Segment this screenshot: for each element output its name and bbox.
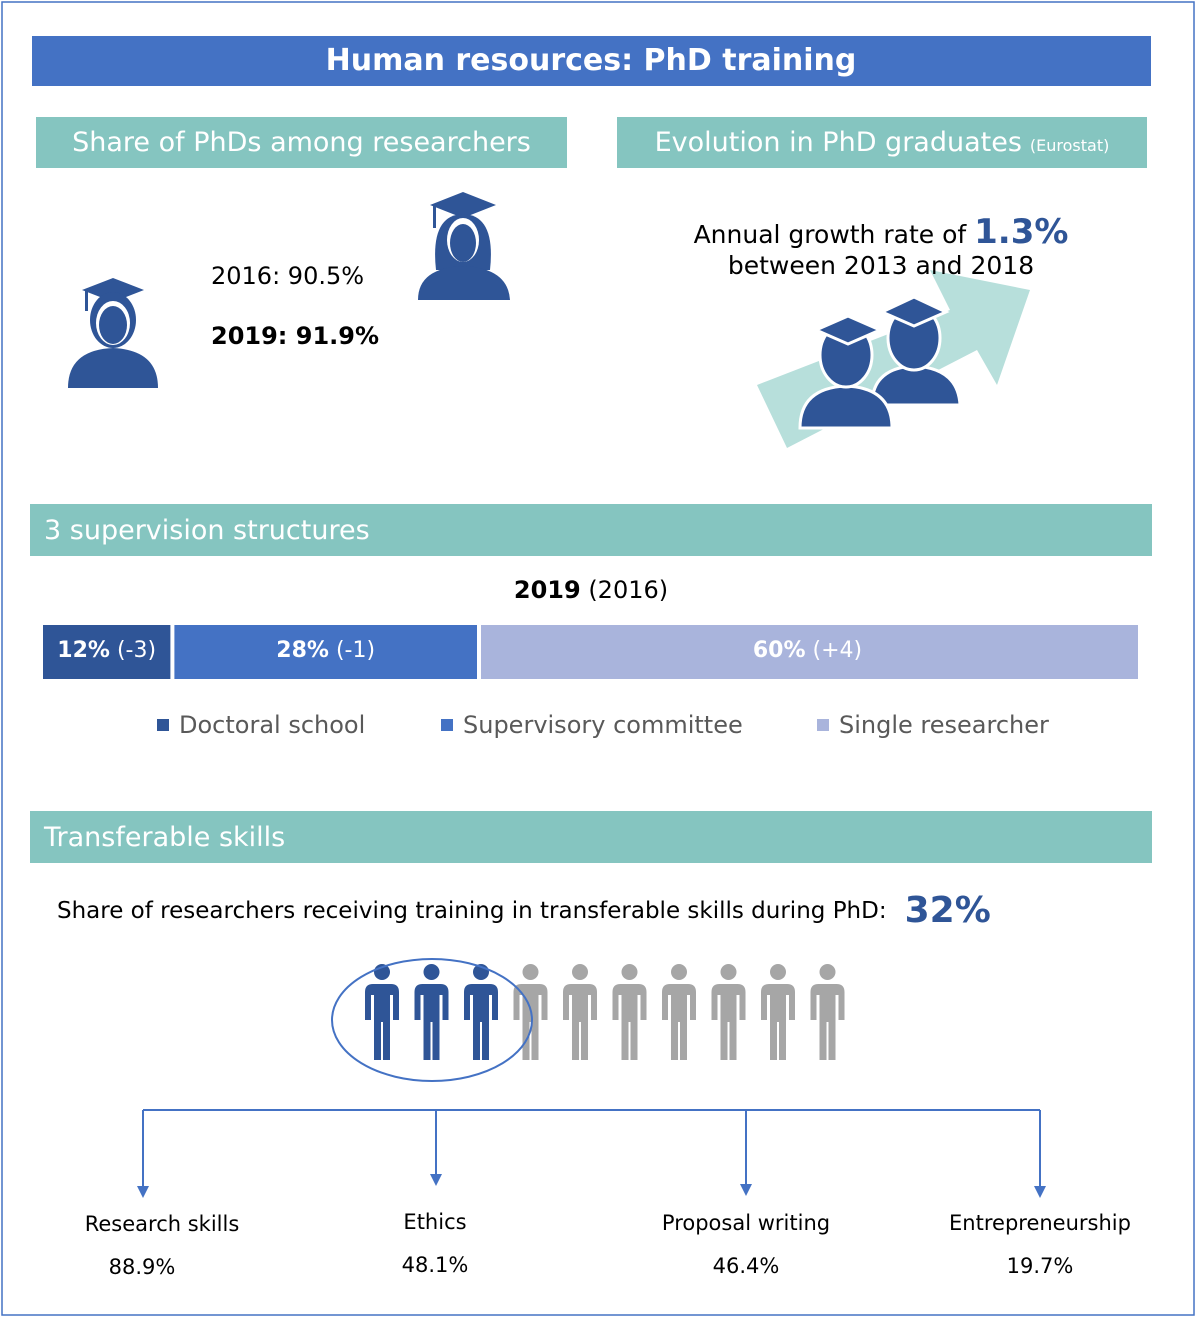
person-head xyxy=(671,964,687,980)
share-2016: 2016: 90.5% xyxy=(211,262,364,290)
legend-item: Single researcher xyxy=(817,711,1049,739)
growth-line: Annual growth rate of 1.3% xyxy=(694,212,1069,252)
skill-label: Proposal writing xyxy=(662,1211,830,1235)
skill-label: Entrepreneurship xyxy=(949,1211,1131,1235)
page-title: Human resources: PhD training xyxy=(326,43,857,78)
person-icon xyxy=(563,964,597,1060)
person-head xyxy=(721,964,737,980)
segment-label: 60% (+4) xyxy=(753,638,862,663)
skill-value: 48.1% xyxy=(402,1253,469,1277)
legend-swatch xyxy=(441,719,453,731)
source-note: (Eurostat) xyxy=(1030,136,1109,155)
person-body xyxy=(514,984,548,1060)
people-icons xyxy=(365,964,845,1060)
share-2019: 2019: 91.9% xyxy=(211,322,379,350)
legend-swatch xyxy=(157,719,169,731)
person-body xyxy=(365,984,399,1060)
connectors xyxy=(137,1110,1046,1198)
legend-label: Single researcher xyxy=(839,711,1049,739)
person-body xyxy=(613,984,647,1060)
legend-item: Supervisory committee xyxy=(441,711,743,739)
person-body xyxy=(464,984,498,1060)
person-head xyxy=(572,964,588,980)
growth-rate: 1.3% xyxy=(974,212,1068,252)
heading-text: Evolution in PhD graduates xyxy=(655,127,1022,158)
person-head xyxy=(424,964,440,980)
person-head xyxy=(820,964,836,980)
skill-label: Ethics xyxy=(403,1210,466,1234)
person-head xyxy=(523,964,539,980)
person-icon xyxy=(415,964,449,1060)
person-icon xyxy=(365,964,399,1060)
artwork xyxy=(0,0,1197,1318)
segment-value: 60% xyxy=(753,638,806,663)
year-label: 2019 (2016) xyxy=(514,576,668,604)
person-body xyxy=(563,984,597,1060)
segment-change: (-1) xyxy=(336,638,375,663)
section-heading: Evolution in PhD graduates (Eurostat) xyxy=(617,117,1147,168)
growth-period: between 2013 and 2018 xyxy=(728,251,1034,280)
segment-change: (-3) xyxy=(117,638,156,663)
infographic: Human resources: PhD training Share of P… xyxy=(0,0,1197,1318)
person-body xyxy=(415,984,449,1060)
person-icon xyxy=(761,964,795,1060)
growth-text: Annual growth rate of xyxy=(694,220,967,249)
legend-label: Doctoral school xyxy=(179,711,365,739)
graduate-male xyxy=(68,278,158,388)
person-body xyxy=(662,984,696,1060)
skills-text: Share of researchers receiving training … xyxy=(57,898,887,924)
person-icon xyxy=(712,964,746,1060)
segment-value: 28% xyxy=(276,638,329,663)
segment-label: 12% (-3) xyxy=(57,638,156,663)
section-heading: Transferable skills xyxy=(30,811,1152,863)
graduate-female xyxy=(418,192,510,300)
skill-value: 19.7% xyxy=(1007,1254,1074,1278)
person-body xyxy=(811,984,845,1060)
person-body xyxy=(712,984,746,1060)
supervision-bar xyxy=(43,625,1138,679)
legend-item: Doctoral school xyxy=(157,711,365,739)
person-head xyxy=(622,964,638,980)
legend-label: Supervisory committee xyxy=(463,711,743,739)
segment-value: 12% xyxy=(57,638,110,663)
skill-value: 88.9% xyxy=(109,1255,176,1279)
person-icon xyxy=(811,964,845,1060)
segment-label: 28% (-1) xyxy=(276,638,375,663)
year-ref: (2016) xyxy=(588,576,668,604)
legend-swatch xyxy=(817,719,829,731)
person-body xyxy=(761,984,795,1060)
year: 2019 xyxy=(514,576,581,604)
skill-label: Research skills xyxy=(85,1212,240,1236)
skills-share-line: Share of researchers receiving training … xyxy=(57,890,991,931)
skill-value: 46.4% xyxy=(713,1254,780,1278)
person-head xyxy=(770,964,786,980)
section-heading: 3 supervision structures xyxy=(30,504,1152,556)
section-heading: Share of PhDs among researchers xyxy=(36,117,567,168)
person-icon xyxy=(464,964,498,1060)
person-icon xyxy=(662,964,696,1060)
segment-change: (+4) xyxy=(813,638,863,663)
skills-share: 32% xyxy=(905,890,991,931)
person-icon xyxy=(613,964,647,1060)
